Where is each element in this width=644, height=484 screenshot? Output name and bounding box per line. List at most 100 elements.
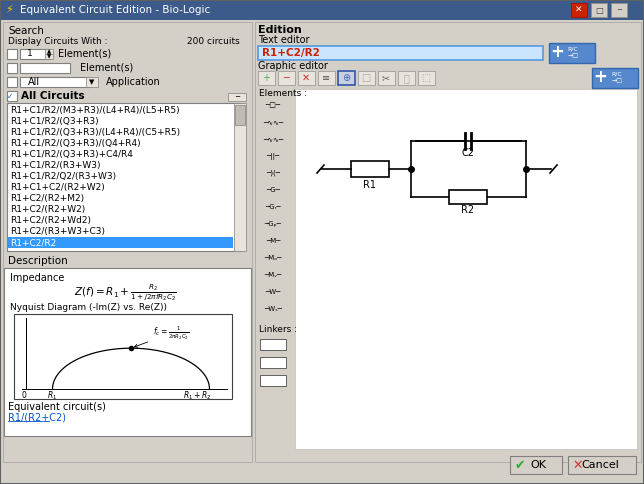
Bar — [260, 357, 286, 368]
Bar — [549, 43, 595, 63]
Text: ─||─: ─||─ — [267, 152, 279, 160]
Text: Display Circuits With :: Display Circuits With : — [8, 37, 108, 46]
Text: $R_1+R_2$: $R_1+R_2$ — [183, 390, 211, 402]
Text: C2: C2 — [462, 148, 475, 158]
Text: □: □ — [595, 5, 603, 15]
Bar — [258, 71, 275, 85]
Text: →□: →□ — [567, 54, 578, 59]
Bar — [14, 314, 232, 399]
Bar — [295, 89, 637, 449]
Text: ─: ─ — [235, 94, 239, 100]
Text: +: + — [593, 68, 607, 86]
Text: R1+C2/(R2+W2): R1+C2/(R2+W2) — [10, 205, 85, 214]
Text: ▼: ▼ — [47, 54, 51, 59]
Text: R1+C1/R2/Q2/(R3+W3): R1+C1/R2/Q2/(R3+W3) — [10, 172, 116, 181]
Text: Element(s): Element(s) — [58, 49, 111, 59]
Text: $Z(f) = R_1 + \frac{R_2}{1+j2\pi f R_2 C_2}$: $Z(f) = R_1 + \frac{R_2}{1+j2\pi f R_2 C… — [73, 283, 176, 303]
Bar — [611, 3, 627, 17]
Text: Equivalent circuit(s): Equivalent circuit(s) — [8, 402, 106, 412]
Text: R1+C2/R2: R1+C2/R2 — [10, 238, 56, 247]
Text: ⬚: ⬚ — [421, 73, 431, 83]
Text: Linkers :: Linkers : — [259, 324, 297, 333]
Text: ✕: ✕ — [573, 458, 583, 471]
Text: Cancel: Cancel — [581, 460, 619, 470]
Text: ⊕: ⊕ — [342, 73, 350, 83]
Bar — [358, 71, 375, 85]
Text: Impedance: Impedance — [10, 273, 64, 283]
Bar — [7, 63, 17, 73]
Text: Element(s): Element(s) — [80, 63, 133, 73]
Text: Search: Search — [8, 26, 44, 36]
Text: ─Wₛ─: ─Wₛ─ — [264, 306, 282, 312]
Text: ─: ─ — [617, 7, 621, 13]
Bar — [260, 375, 286, 386]
Text: R1+C1+C2/(R2+W2): R1+C1+C2/(R2+W2) — [10, 183, 105, 192]
Text: ─: ─ — [283, 73, 289, 83]
Text: R1: R1 — [363, 180, 377, 190]
Bar — [449, 190, 487, 204]
Bar — [8, 237, 233, 248]
Bar — [7, 103, 241, 251]
Text: R1+C2/(R3+W3+C3): R1+C2/(R3+W3+C3) — [10, 227, 105, 236]
Bar — [7, 49, 17, 59]
Text: ≡: ≡ — [322, 73, 330, 83]
Text: ✔: ✔ — [515, 458, 526, 471]
Bar — [45, 49, 53, 54]
Text: ⚡: ⚡ — [5, 5, 13, 15]
Text: $R_1$: $R_1$ — [48, 390, 57, 402]
Text: ─□─: ─□─ — [265, 102, 281, 108]
Text: ─W─: ─W─ — [265, 289, 281, 295]
Bar — [86, 77, 98, 87]
Bar — [235, 105, 245, 125]
Bar — [20, 77, 90, 87]
Text: $f_c=\frac{1}{2\pi R_2 C_2}$: $f_c=\frac{1}{2\pi R_2 C_2}$ — [135, 325, 189, 347]
Text: R/C: R/C — [567, 46, 578, 51]
Text: All: All — [28, 77, 40, 87]
Text: Text editor: Text editor — [258, 35, 310, 45]
Bar — [228, 93, 246, 101]
Bar — [0, 0, 644, 20]
Bar — [378, 71, 395, 85]
Text: 200 circuits: 200 circuits — [187, 37, 240, 46]
Text: ─∿∿─: ─∿∿─ — [263, 119, 283, 125]
Bar — [591, 3, 607, 17]
Text: Graphic editor: Graphic editor — [258, 61, 328, 71]
Text: R1/(R2+C2): R1/(R2+C2) — [8, 413, 66, 423]
Bar — [45, 54, 53, 59]
Bar — [298, 71, 315, 85]
Text: R1+C2/R2: R1+C2/R2 — [262, 48, 320, 58]
Text: Equivalent Circuit Edition - Bio-Logic: Equivalent Circuit Edition - Bio-Logic — [20, 5, 210, 15]
Text: R1+C1/R2/(R3+W3): R1+C1/R2/(R3+W3) — [10, 161, 100, 170]
Bar — [278, 71, 295, 85]
Text: 0: 0 — [21, 392, 26, 400]
Bar — [592, 68, 638, 88]
Text: ─G─: ─G─ — [266, 187, 280, 193]
Bar — [4, 268, 251, 436]
Text: Nyquist Diagram (-Im(Z) vs. Re(Z)): Nyquist Diagram (-Im(Z) vs. Re(Z)) — [10, 303, 167, 313]
Text: R1+C1/R2/(M3+R3)/(L4+R4)/(L5+R5): R1+C1/R2/(M3+R3)/(L4+R4)/(L5+R5) — [10, 106, 180, 115]
Text: ─Mₒ─: ─Mₒ─ — [264, 255, 281, 261]
Text: Description: Description — [8, 256, 68, 266]
Bar — [418, 71, 435, 85]
Text: ─Gᵣ─: ─Gᵣ─ — [265, 204, 281, 210]
Text: R1+C1/R2/(Q3+R3)+C4/R4: R1+C1/R2/(Q3+R3)+C4/R4 — [10, 150, 133, 159]
Bar — [20, 63, 70, 73]
Bar — [338, 71, 355, 85]
Text: ✕: ✕ — [302, 73, 310, 83]
Text: ✓: ✓ — [7, 92, 13, 101]
Text: ─M─: ─M─ — [266, 238, 280, 244]
Text: OK: OK — [530, 460, 546, 470]
Text: 1: 1 — [27, 49, 33, 59]
Bar — [568, 456, 636, 474]
Text: +: + — [262, 73, 270, 83]
Text: □: □ — [361, 73, 371, 83]
Text: Application: Application — [106, 77, 161, 87]
Bar — [318, 71, 335, 85]
Bar — [258, 46, 543, 60]
Text: ▼: ▼ — [90, 79, 95, 85]
Text: Edition: Edition — [258, 25, 302, 35]
Text: ─)(─: ─)(─ — [266, 170, 280, 176]
Text: R1+C1/R2/(Q3+R3)/(L4+R4)/(C5+R5): R1+C1/R2/(Q3+R3)/(L4+R4)/(C5+R5) — [10, 128, 180, 137]
Text: ⧉: ⧉ — [403, 73, 409, 83]
Text: ▲: ▲ — [47, 49, 51, 54]
